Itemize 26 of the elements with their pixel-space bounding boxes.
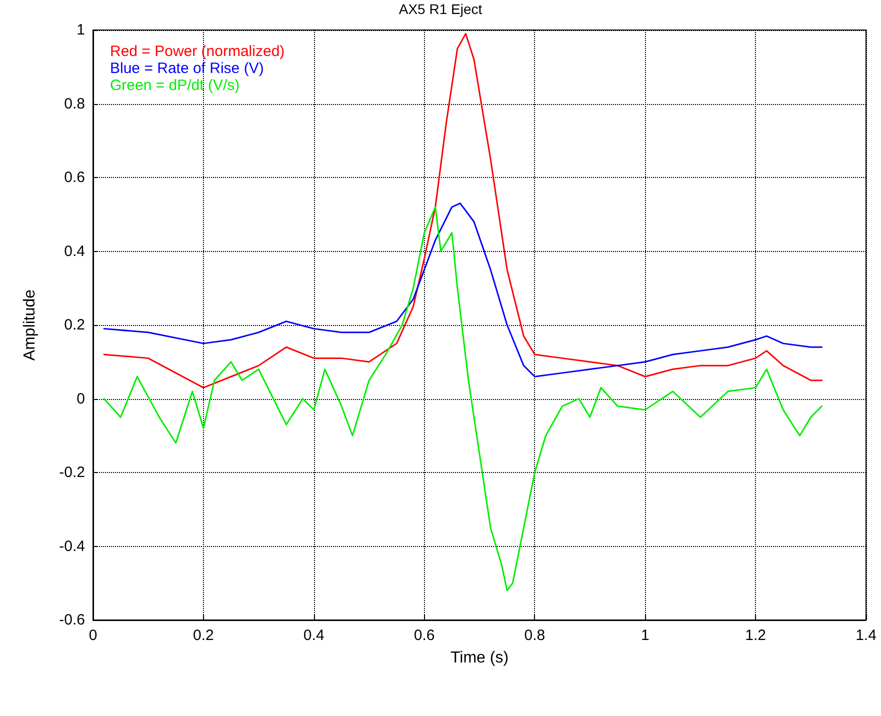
text: Green = dP/dt (V/s)	[110, 77, 240, 94]
x-tick-label: 0.4	[303, 627, 324, 644]
line-series	[103, 206, 823, 592]
x-tick-label: 1.2	[745, 627, 766, 644]
x-tick-label: 1.4	[856, 627, 876, 644]
y-tick-label: -0.2	[59, 464, 85, 481]
text: Red = Power (normalized)	[110, 43, 285, 60]
x-tick-label: 1	[640, 627, 650, 644]
y-tick-label: 0.2	[64, 316, 85, 334]
y-axis-title: Amplitude	[22, 289, 38, 361]
y-tick-label: 0.8	[64, 95, 85, 112]
x-tick-label: 0.8	[524, 627, 546, 644]
chart-title: AX5 R1 Eject	[398, 1, 482, 17]
text: Blue = Rate of Rise (V)	[110, 60, 264, 77]
x-tick-label: 0.6	[414, 627, 435, 644]
x-axis-title: Time (s)	[450, 650, 509, 666]
x-tick-label: 0.2	[193, 627, 214, 644]
line-series	[103, 202, 823, 378]
line-series	[103, 32, 823, 388]
y-tick-label: -0.6	[59, 612, 85, 628]
x-tick-label: 0	[88, 627, 98, 644]
y-tick-label: 1	[76, 22, 85, 38]
y-tick-label: -0.4	[59, 538, 85, 555]
y-tick-label: 0.6	[64, 169, 85, 186]
y-tick-label: 0	[76, 390, 85, 408]
y-tick-label: 0.4	[64, 242, 85, 260]
